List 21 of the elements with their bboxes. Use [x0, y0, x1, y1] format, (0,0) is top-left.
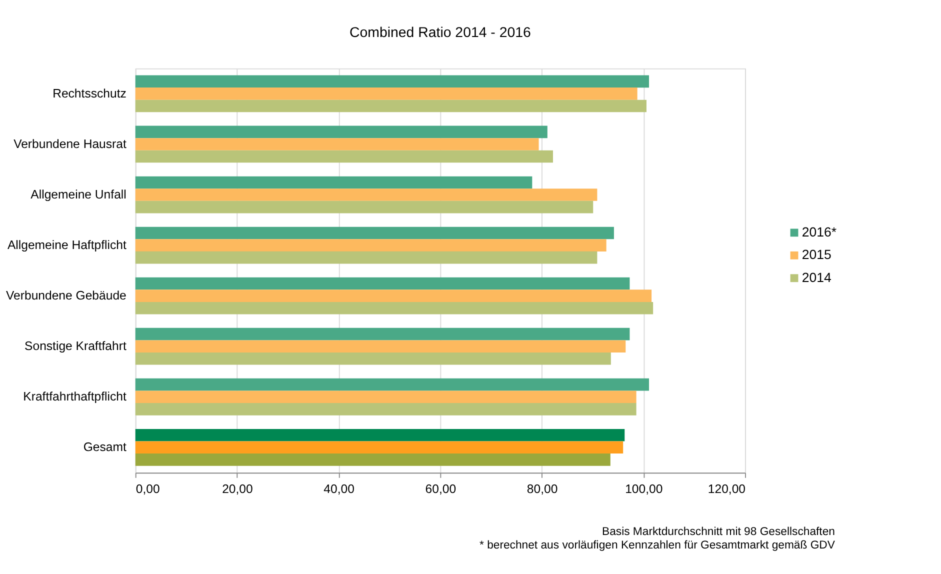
x-tick-label: 80,00	[526, 482, 558, 496]
x-tick-label: 20,00	[222, 482, 253, 496]
legend-label: 2015	[802, 247, 832, 262]
legend-label: 2014	[802, 270, 832, 285]
x-tick-label: 40,00	[324, 482, 355, 496]
x-tick-label: 120,00	[708, 482, 746, 496]
y-tick-label: Gesamt	[83, 440, 127, 454]
y-tick-label: Sonstige Kraftfahrt	[24, 339, 127, 354]
text: * berechnet aus vorläufigen Kennzahlen für Gesamtmarkt gemäß GDV	[479, 539, 836, 552]
legend-label: 2016*	[802, 224, 836, 240]
y-tick-label: Allgemeine Unfall	[30, 188, 126, 202]
chart-title: Combined Ratio 2014 - 2016	[350, 25, 532, 42]
y-tick-label: Rechtsschutz	[52, 86, 126, 100]
y-tick-label: Verbundene Hausrat	[14, 137, 127, 152]
y-tick-label: Allgemeine Haftpflicht	[7, 238, 127, 252]
x-tick-label: 100,00	[625, 482, 663, 496]
x-tick-label: 60,00	[425, 482, 456, 496]
y-tick-label: Verbundene Gebäude	[6, 288, 127, 303]
text: Basis Marktdurchschnitt mit 98 Gesellschaften	[602, 526, 835, 538]
y-tick-label: Kraftfahrthaftpflicht	[23, 390, 127, 404]
x-tick-label: 0,00	[136, 482, 160, 496]
